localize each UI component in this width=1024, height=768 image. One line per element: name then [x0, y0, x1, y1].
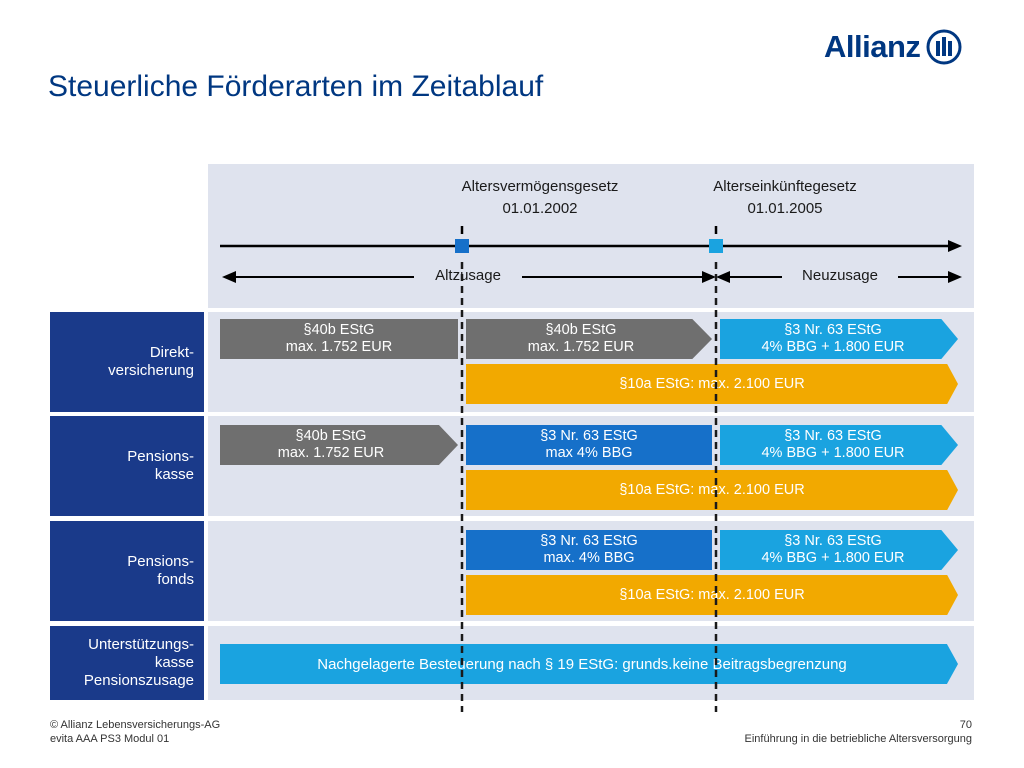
bar-text-line1: §3 Nr. 63 EStG — [540, 428, 638, 444]
milestone-alteinkg-name: Alterseinkünftegesetz — [713, 178, 857, 195]
bar-text-line1: §3 Nr. 63 EStG — [784, 322, 882, 338]
milestone-avmg-marker — [455, 239, 469, 253]
allianz-eagle-icon — [926, 29, 962, 65]
footer-topic: Einführung in die betriebliche Altersver… — [744, 733, 972, 745]
pk-bar-10a: §10a EStG: max. 2.100 EUR — [466, 470, 958, 510]
dv-bar-10a: §10a EStG: max. 2.100 EUR — [466, 364, 958, 404]
milestone-alteinkg-marker — [709, 239, 723, 253]
bar-text: §10a EStG: max. 2.100 EUR — [619, 586, 805, 603]
bar-text-line1: §40b EStG — [545, 322, 617, 338]
footer-copyright: © Allianz Lebensversicherungs-AG — [50, 719, 221, 731]
bar-text-line1: §40b EStG — [303, 322, 375, 338]
row-label-pensionsfonds-text: Pensions- fonds — [127, 553, 194, 588]
period-altzusage-label: Altzusage — [435, 267, 501, 284]
bar-text-line2: max. 1.752 EUR — [277, 445, 385, 461]
pf-bar-3nr63-2005: §3 Nr. 63 EStG 4% BBG + 1.800 EUR — [720, 530, 958, 570]
pk-bar-3nr63-2002: §3 Nr. 63 EStG max 4% BBG — [466, 425, 712, 465]
milestone-avmg: Altersvermögensgesetz 01.01.2002 — [440, 176, 640, 220]
allianz-logo: Allianz — [824, 26, 974, 68]
pf-bar-3nr63-2002: §3 Nr. 63 EStG max. 4% BBG — [466, 530, 712, 570]
dv-bar-40b-2002: §40b EStG max. 1.752 EUR — [466, 319, 712, 359]
bar-text-line2: 4% BBG + 1.800 EUR — [761, 550, 905, 566]
time-axis-arrowhead — [948, 240, 962, 252]
row-label-unterstuetzungskasse-text: Unterstützungs- kasse Pensionszusage — [83, 636, 194, 689]
footer-right: 70 Einführung in die betriebliche Alters… — [745, 718, 972, 746]
bar-text-line2: max. 1.752 EUR — [285, 339, 393, 355]
bar-text-line1: §3 Nr. 63 EStG — [784, 428, 882, 444]
row-label-pensionsfonds: Pensions- fonds — [50, 521, 204, 621]
bar-text-line2: 4% BBG + 1.800 EUR — [761, 445, 905, 461]
row-label-pensionskasse-text: Pensions- kasse — [127, 448, 194, 483]
bar-text-line2: max. 4% BBG — [543, 550, 635, 566]
pf-bar-10a: §10a EStG: max. 2.100 EUR — [466, 575, 958, 615]
bar-text: §10a EStG: max. 2.100 EUR — [619, 481, 805, 498]
dv-bar-40b-pre2002: §40b EStG max. 1.752 EUR — [220, 319, 458, 359]
bar-text-line2: 4% BBG + 1.800 EUR — [761, 339, 905, 355]
milestone-avmg-name: Altersvermögensgesetz — [461, 178, 619, 195]
bar-text-line1: §3 Nr. 63 EStG — [784, 533, 882, 549]
uk-bar-19estg: Nachgelagerte Besteuerung nach § 19 EStG… — [220, 644, 958, 684]
footer-module: evita AAA PS3 Modul 01 — [50, 733, 170, 745]
bar-text-line2: max. 1.752 EUR — [527, 339, 635, 355]
bar-text-line1: §3 Nr. 63 EStG — [540, 533, 638, 549]
footer-page-number: 70 — [959, 719, 972, 731]
row-label-direktversicherung: Direkt- versicherung — [50, 312, 204, 412]
footer-left: © Allianz Lebensversicherungs-AG evita A… — [50, 718, 220, 746]
period-neuzusage-label: Neuzusage — [802, 267, 878, 284]
milestone-alteinkg: Alterseinkünftegesetz 01.01.2005 — [685, 176, 885, 220]
logo-text: Allianz — [824, 29, 921, 64]
row-label-pensionskasse: Pensions- kasse — [50, 416, 204, 516]
bar-text-line2: max 4% BBG — [545, 445, 633, 461]
dv-bar-3nr63-2005: §3 Nr. 63 EStG 4% BBG + 1.800 EUR — [720, 319, 958, 359]
row-label-direktversicherung-text: Direkt- versicherung — [108, 344, 194, 379]
row-label-unterstuetzungskasse: Unterstützungs- kasse Pensionszusage — [50, 626, 204, 700]
milestone-avmg-date: 01.01.2002 — [502, 200, 578, 217]
bar-text: Nachgelagerte Besteuerung nach § 19 EStG… — [317, 655, 847, 673]
timeline-panel — [208, 164, 974, 308]
pk-bar-3nr63-2005: §3 Nr. 63 EStG 4% BBG + 1.800 EUR — [720, 425, 958, 465]
bar-text: §10a EStG: max. 2.100 EUR — [619, 375, 805, 392]
page-title: Steuerliche Förderarten im Zeitablauf — [48, 70, 544, 103]
milestone-alteinkg-date: 01.01.2005 — [747, 200, 823, 217]
bar-text-line1: §40b EStG — [295, 428, 367, 444]
pk-bar-40b-pre2002: §40b EStG max. 1.752 EUR — [220, 425, 458, 465]
